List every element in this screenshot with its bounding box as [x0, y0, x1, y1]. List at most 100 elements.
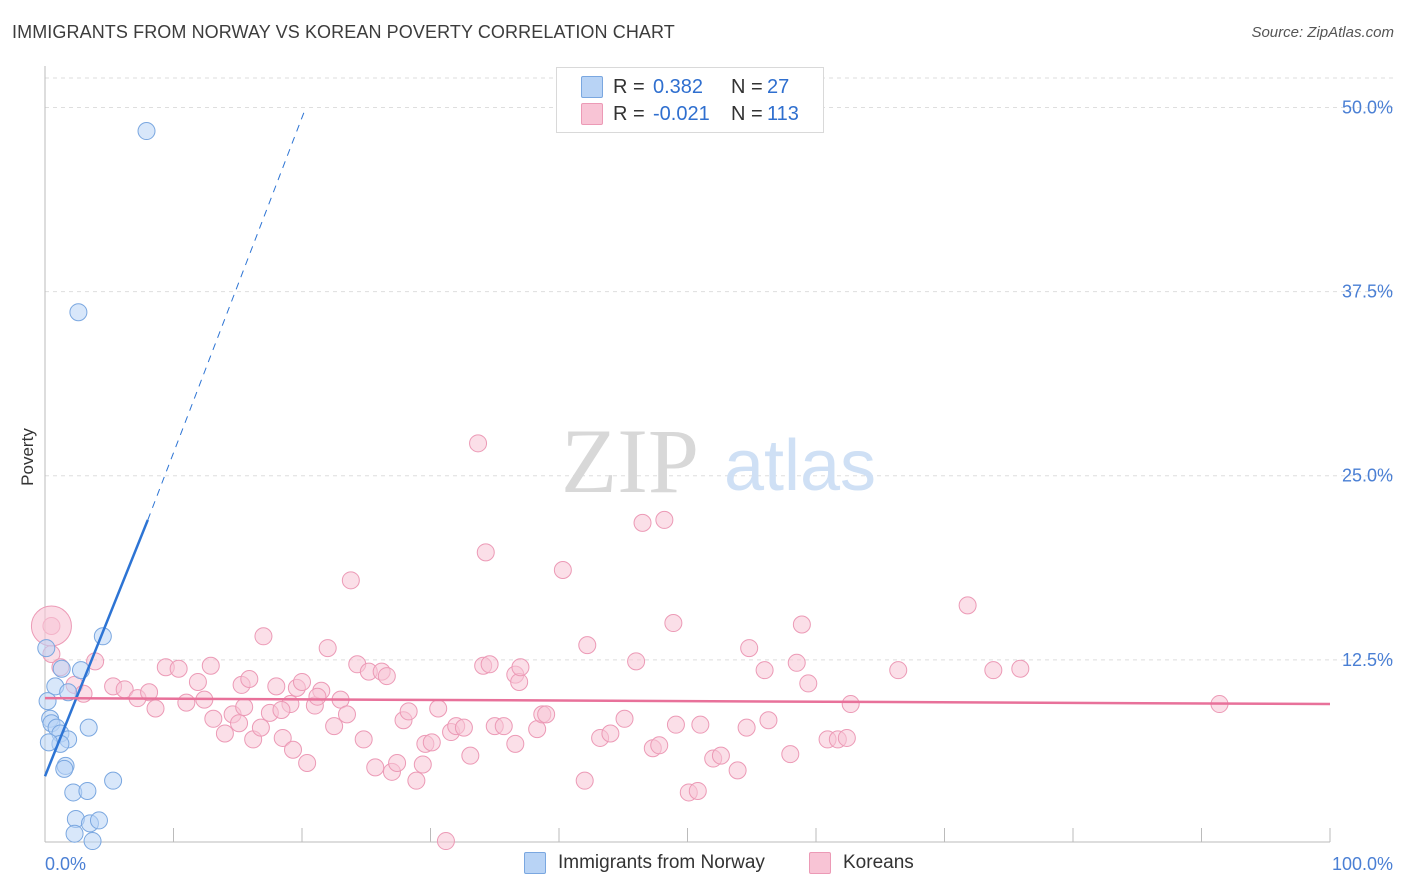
korean-point [494, 717, 513, 736]
legend-row-norway: R = 0.382 N = 27 [581, 75, 789, 99]
korean-point [177, 693, 196, 712]
korean-point [337, 705, 356, 724]
korean-point [480, 655, 499, 674]
korean-point [755, 661, 774, 680]
axes [44, 66, 1331, 843]
korean-point [511, 658, 530, 677]
korean-point [254, 627, 273, 646]
korean-point [781, 745, 800, 764]
korean-point [325, 717, 344, 736]
norway-point [39, 733, 58, 752]
korean-point [284, 740, 303, 759]
korean-point [388, 753, 407, 772]
korean-point [240, 670, 259, 689]
trend-lines [43, 107, 1331, 777]
chart-title: IMMIGRANTS FROM NORWAY VS KOREAN POVERTY… [12, 22, 675, 42]
korean-point [728, 761, 747, 780]
korean-point [615, 709, 634, 728]
korean-point [664, 614, 683, 633]
korean-point [627, 652, 646, 671]
series-legend: Immigrants from Norway Koreans [0, 852, 1406, 878]
korean-point [204, 709, 223, 728]
norway-legend-label: Immigrants from Norway [558, 852, 765, 873]
source-label: Source: ZipAtlas.com [1251, 24, 1394, 41]
korean-legend-label: Koreans [843, 852, 914, 873]
korean-point [889, 661, 908, 680]
korean-n-value: 113 [767, 102, 799, 125]
norway-point [78, 781, 97, 800]
norway-n-value: 27 [767, 75, 790, 98]
korean-point [377, 667, 396, 686]
korean-point [454, 718, 473, 737]
korean-point [737, 718, 756, 737]
norway-point [38, 692, 57, 711]
y-tick-label: 37.5% [1342, 282, 1393, 302]
x-tick-labels: 0.0% 100.0% [45, 854, 1393, 874]
korean-point [251, 718, 270, 737]
korean-point [461, 746, 480, 765]
korean-point [506, 734, 525, 753]
gridlines [45, 77, 1394, 661]
norway-point [89, 811, 108, 830]
x-tick-label-max: 100.0% [1332, 854, 1393, 874]
norway-trend-line [43, 519, 149, 777]
korean-point [655, 510, 674, 529]
korean-point [267, 677, 286, 696]
korean-point [273, 728, 292, 747]
korean-point [469, 434, 488, 453]
legend-item-norway[interactable]: Immigrants from Norway [524, 852, 765, 874]
korean-point [691, 715, 710, 734]
norway-point [52, 659, 71, 678]
korean-point [366, 758, 385, 777]
korean-point [984, 661, 1003, 680]
legend-item-koreans[interactable]: Koreans [809, 852, 914, 874]
korean-point [688, 781, 707, 800]
korean-point [799, 674, 818, 693]
korean-point [407, 771, 426, 790]
korean-point [354, 730, 373, 749]
korean-point [413, 755, 432, 774]
norway-point [83, 832, 102, 851]
watermark-atlas: atlas [724, 426, 876, 506]
norway-points [37, 122, 156, 851]
norway-point [137, 122, 156, 141]
n-label: N = [731, 75, 763, 98]
korean-point [308, 687, 327, 706]
norway-trend-extension [147, 107, 307, 521]
korean-point [740, 639, 759, 658]
korean-point [422, 733, 441, 752]
correlation-legend: R = 0.382 N = 27 R = -0.021 N = 113 [556, 67, 824, 133]
korean-point [436, 832, 455, 851]
korean-point [1011, 659, 1030, 678]
y-axis-label: Poverty [18, 428, 37, 486]
korean-point [537, 705, 556, 724]
korean-point [429, 699, 448, 718]
korean-legend-swatch [809, 852, 831, 874]
korean-point [601, 724, 620, 743]
korean-point [140, 683, 159, 702]
korean-point [235, 698, 254, 717]
korean-trend-line [44, 696, 1331, 706]
korean-point [399, 702, 418, 721]
korean-point [553, 561, 572, 580]
watermark-zip: ZIP [561, 410, 699, 512]
r-label: R = [613, 102, 645, 125]
watermark: ZIP atlas [561, 410, 876, 512]
norway-point [65, 824, 84, 843]
korean-point [711, 746, 730, 765]
norway-point [59, 683, 78, 702]
norway-point [79, 718, 98, 737]
korean-point [575, 771, 594, 790]
korean-point [578, 636, 597, 655]
y-tick-label: 12.5% [1342, 650, 1393, 670]
korean-point [792, 615, 811, 634]
korean-point [201, 656, 220, 675]
n-label: N = [731, 102, 763, 125]
r-label: R = [613, 75, 645, 98]
y-tick-label: 50.0% [1342, 97, 1393, 117]
norway-r-value: 0.382 [653, 75, 704, 98]
korean-point [666, 715, 685, 734]
korean-r-value: -0.021 [653, 102, 710, 125]
norway-point [104, 771, 123, 790]
y-tick-label: 25.0% [1342, 466, 1393, 486]
